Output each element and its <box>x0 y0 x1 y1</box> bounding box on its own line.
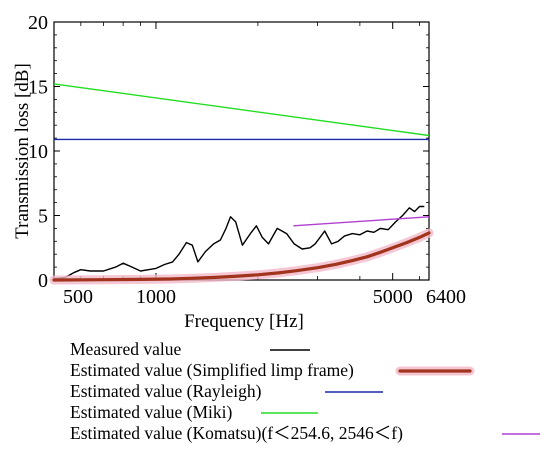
y-tick-label: 5 <box>38 206 48 228</box>
x-axis-ticks: 500 1000 5000 6400 <box>53 22 466 308</box>
series-line-3 <box>53 83 430 137</box>
y-tick-label: 15 <box>28 77 48 99</box>
series-layer <box>49 83 434 285</box>
x-tick-label: 500 <box>63 286 93 308</box>
legend-label: Estimated value (Miki) <box>70 402 232 422</box>
y-tick-label: 20 <box>28 12 48 34</box>
legend-label: Estimated value (Komatsu)(f＜254.6, 2546＜… <box>70 423 403 443</box>
x-axis-label: Frequency [Hz] <box>184 311 304 332</box>
series-line-1 <box>52 231 431 282</box>
x-tick-label: 1000 <box>136 286 176 308</box>
y-tick-label: 0 <box>38 270 48 292</box>
series-line-4 <box>293 216 430 227</box>
y-axis-ticks: 0 5 10 15 20 <box>28 12 429 292</box>
legend-label: Estimated value (Simplified limp frame) <box>70 360 354 380</box>
legend-label: Measured value <box>70 339 182 359</box>
y-axis-label: Transmission loss [dB] <box>12 63 33 239</box>
series-line-0 <box>53 205 425 280</box>
y-tick-label: 10 <box>28 141 48 163</box>
x-tick-label: 5000 <box>373 286 413 308</box>
legend-label: Estimated value (Rayleigh) <box>70 381 262 401</box>
x-tick-label: 6400 <box>426 286 466 308</box>
